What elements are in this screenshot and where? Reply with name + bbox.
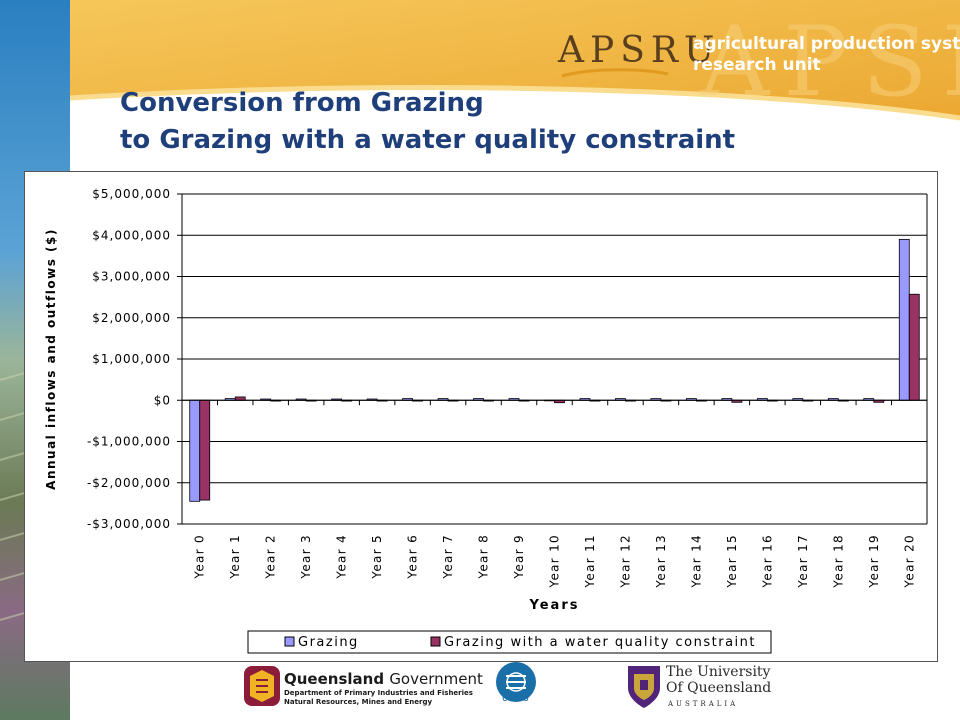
page-title-line-1: Conversion from Grazing (120, 88, 484, 118)
uq-country: AUSTRALIA (668, 700, 739, 708)
bar-chart: $5,000,000 $4,000,000 $3,000,000 $2,000,000… (44, 187, 928, 654)
x-tick-label: Year 19 (867, 534, 881, 589)
apsru-logo-text: APSRU (558, 30, 721, 71)
x-tick-label: Year 10 (548, 534, 562, 589)
x-tick-label: Year 18 (831, 534, 845, 589)
x-axis-ticks: Year 0 Year 1 Year 2 Year 3 Year 4 Year 5 Year… (181, 400, 928, 589)
x-tick-label: Year 7 (441, 534, 455, 580)
uq-name-line-2: Of Queensland (666, 680, 772, 696)
queensland-dept-line-2: Natural Resources, Mines and Energy (284, 698, 433, 706)
x-tick-label: Year 1 (228, 534, 242, 580)
header-background: APSRU (69, 0, 960, 170)
x-tick-label: Year 2 (264, 534, 278, 580)
x-tick-label: Year 13 (654, 534, 668, 589)
footer-logos (244, 662, 660, 708)
legend: Grazing Grazing with a water quality con… (247, 630, 772, 654)
y-tick-label: -$3,000,000 (87, 517, 171, 531)
x-tick-label: Year 0 (193, 534, 207, 580)
uq-name-line-1: The University (666, 664, 771, 680)
uq-crest-icon (628, 666, 660, 708)
org-name-line-2: research unit (693, 55, 821, 75)
x-tick-label: Year 5 (370, 534, 384, 580)
legend-label-grazing: Grazing (298, 635, 359, 650)
bar-constraint (199, 399, 211, 501)
page-title-line-2: to Grazing with a water quality constrai… (120, 125, 736, 155)
x-tick-label: Year 6 (406, 534, 420, 580)
x-tick-label: Year 3 (299, 534, 313, 580)
gridlines (182, 193, 927, 525)
x-tick-label: Year 11 (583, 534, 597, 589)
y-tick-label: $2,000,000 (92, 311, 171, 325)
y-tick-label: $1,000,000 (92, 352, 171, 366)
legend-swatch-constraint (430, 636, 441, 647)
bar-grazing (189, 399, 201, 502)
y-tick-label: $0 (154, 393, 171, 407)
x-tick-label: Year 15 (725, 534, 739, 589)
queensland-crest-icon (244, 666, 280, 706)
y-tick-label: -$1,000,000 (87, 435, 171, 449)
chart-panel: $5,000,000 $4,000,000 $3,000,000 $2,000,000… (24, 171, 938, 662)
y-tick-label: $3,000,000 (92, 270, 171, 284)
bar-grazing (898, 238, 910, 401)
legend-swatch-grazing (284, 636, 295, 647)
bars (189, 238, 920, 502)
y-tick-label: $4,000,000 (92, 228, 171, 242)
y-axis-ticks: $5,000,000 $4,000,000 $3,000,000 $2,000,000… (87, 187, 182, 531)
x-tick-label: Year 20 (902, 534, 916, 589)
csiro-label: CSIRO (502, 696, 530, 703)
y-axis-label: Annual inflows and outflows ($) (44, 228, 58, 490)
legend-label-constraint: Grazing with a water quality constraint (444, 635, 756, 650)
x-tick-label: Year 17 (796, 534, 810, 589)
x-tick-label: Year 4 (335, 534, 349, 580)
bar-constraint (908, 293, 920, 401)
queensland-dept-line-1: Department of Primary Industries and Fis… (284, 689, 473, 697)
queensland-government-name: Queensland Government (284, 670, 483, 688)
x-axis-label: Years (529, 598, 580, 613)
y-tick-label: $5,000,000 (92, 187, 171, 201)
x-tick-label: Year 14 (689, 534, 703, 589)
x-tick-label: Year 12 (618, 534, 632, 589)
x-tick-label: Year 16 (760, 534, 774, 589)
org-name-line-1: agricultural production systems (693, 34, 960, 54)
y-tick-label: -$2,000,000 (87, 476, 171, 490)
csiro-emblem-icon (496, 662, 536, 702)
x-tick-label: Year 8 (477, 534, 491, 580)
svg-text:APSRU: APSRU (699, 6, 960, 118)
apsru-logo-swoosh-icon (561, 68, 669, 78)
x-tick-label: Year 9 (512, 534, 526, 580)
